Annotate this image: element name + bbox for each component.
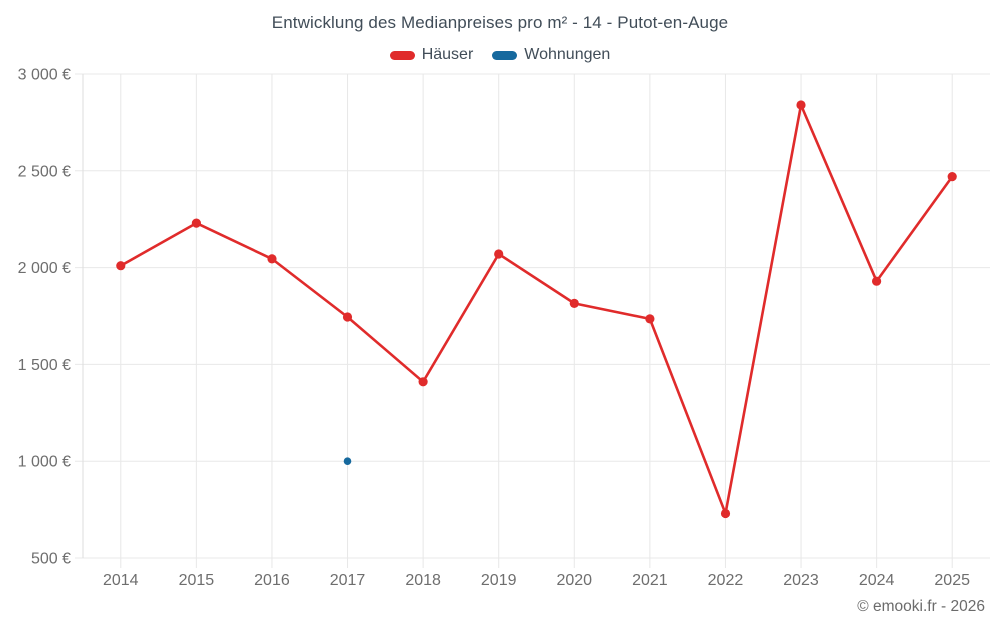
data-point-häuser-2016[interactable] bbox=[267, 254, 277, 264]
x-tick-label: 2023 bbox=[783, 572, 819, 589]
legend-item-wohnungen[interactable]: Wohnungen bbox=[492, 46, 610, 64]
copyright-footer: © emooki.fr - 2026 bbox=[857, 598, 985, 615]
data-point-häuser-2018[interactable] bbox=[418, 377, 428, 387]
data-point-häuser-2015[interactable] bbox=[191, 218, 201, 228]
legend: Häuser Wohnungen bbox=[0, 46, 1000, 64]
x-tick-label: 2022 bbox=[708, 572, 744, 589]
x-tick-label: 2015 bbox=[179, 572, 215, 589]
y-tick-label: 1 000 € bbox=[18, 454, 71, 471]
data-point-wohnungen-2017[interactable] bbox=[343, 457, 352, 466]
x-tick-label: 2016 bbox=[254, 572, 290, 589]
data-point-häuser-2024[interactable] bbox=[872, 276, 882, 286]
y-tick-label: 500 € bbox=[31, 551, 71, 568]
x-tick-label: 2014 bbox=[103, 572, 139, 589]
legend-item-häuser[interactable]: Häuser bbox=[389, 46, 474, 64]
x-tick-label: 2025 bbox=[934, 572, 970, 589]
x-tick-label: 2018 bbox=[405, 572, 441, 589]
y-tick-label: 3 000 € bbox=[18, 67, 71, 84]
legend-swatch-icon bbox=[492, 50, 518, 60]
x-tick-label: 2021 bbox=[632, 572, 668, 589]
data-point-häuser-2025[interactable] bbox=[947, 172, 957, 182]
series-line-häuser bbox=[119, 103, 954, 515]
x-tick-label: 2020 bbox=[556, 572, 592, 589]
data-point-häuser-2019[interactable] bbox=[494, 249, 504, 259]
chart-title: Entwicklung des Medianpreises pro m² - 1… bbox=[271, 13, 729, 32]
data-point-häuser-2017[interactable] bbox=[342, 312, 353, 322]
legend-label: Häuser bbox=[421, 46, 474, 63]
y-tick-label: 2 000 € bbox=[18, 260, 71, 277]
legend-label: Wohnungen bbox=[524, 46, 611, 63]
legend-swatch-icon bbox=[389, 50, 415, 60]
x-tick-label: 2017 bbox=[330, 572, 366, 589]
y-tick-label: 2 500 € bbox=[18, 163, 71, 180]
data-point-häuser-2023[interactable] bbox=[796, 100, 806, 110]
x-tick-label: 2019 bbox=[481, 572, 517, 589]
data-point-häuser-2020[interactable] bbox=[569, 298, 579, 308]
y-tick-label: 1 500 € bbox=[18, 357, 71, 374]
data-point-häuser-2021[interactable] bbox=[645, 314, 655, 324]
data-point-häuser-2014[interactable] bbox=[116, 261, 126, 271]
x-tick-label: 2024 bbox=[859, 572, 895, 589]
data-point-häuser-2022[interactable] bbox=[720, 508, 731, 519]
